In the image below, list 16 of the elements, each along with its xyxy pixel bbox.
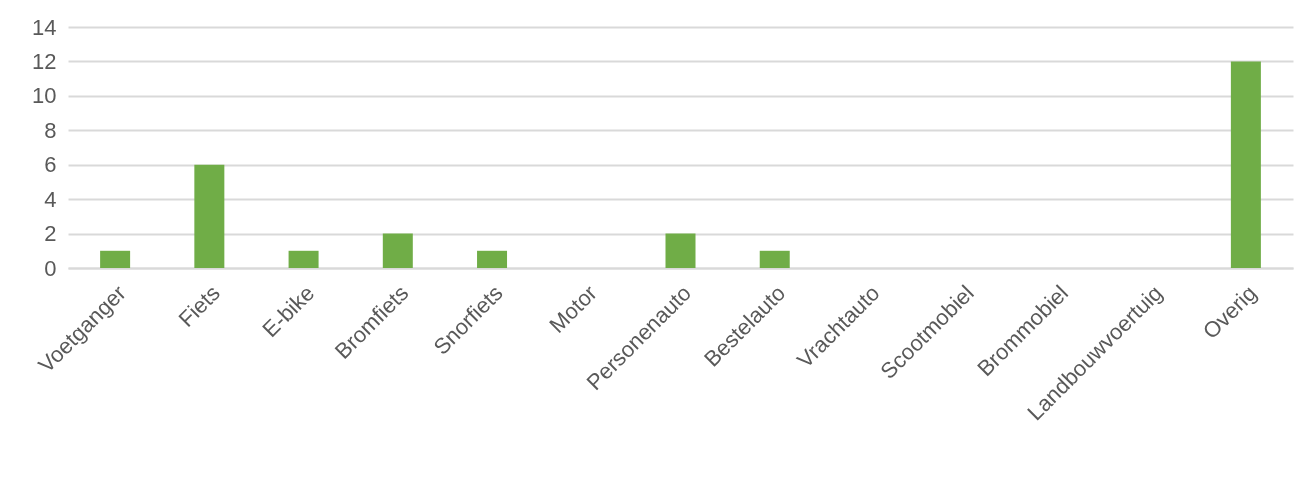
y-tick-label: 4 [44,186,57,212]
y-tick-label: 0 [44,255,57,281]
y-tick-label: 10 [32,83,57,109]
bar [665,233,696,268]
y-tick-label: 14 [32,14,57,40]
bar [194,164,225,268]
bar [759,250,790,268]
bar [1230,61,1261,268]
y-tick-label: 6 [44,152,57,178]
y-tick-label: 12 [32,48,57,74]
bar [382,233,413,268]
y-tick-label: 2 [44,221,57,247]
y-tick-label: 8 [44,117,57,143]
bar [100,250,131,268]
bar [288,250,319,268]
bar [477,250,508,268]
